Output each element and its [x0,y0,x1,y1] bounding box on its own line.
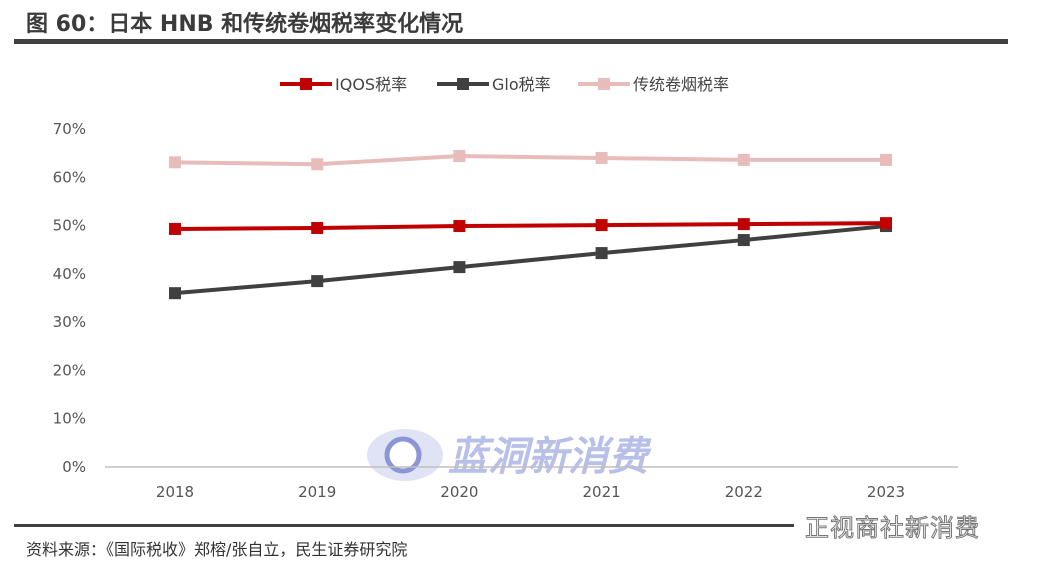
x-tick-label: 2018 [156,483,194,501]
series-line-1 [174,224,887,296]
legend-label: Glo税率 [492,75,551,94]
y-tick-label: 10% [53,410,86,428]
y-tick-label: 30% [53,313,86,331]
y-tick-label: 0% [62,458,86,476]
data-point [737,153,750,166]
data-point [311,275,324,288]
series-line-0 [174,221,887,231]
data-point [169,287,181,300]
data-point [169,156,181,169]
x-tick-label: 2020 [440,483,478,501]
source-note: 资料来源：《国际税收》郑榕/张自立，民生证券研究院 [26,540,408,559]
legend-label: IQOS税率 [335,75,407,94]
data-point [595,219,608,232]
center-watermark: 蓝洞新消费 [448,434,652,480]
data-point [737,218,750,231]
data-point [311,158,324,171]
data-point [737,234,750,247]
data-point [453,220,466,233]
data-point [880,153,892,166]
y-tick-label: 60% [53,168,86,186]
legend-marker-2 [598,78,610,90]
watermark-logo-eye-icon [384,436,422,474]
legend-marker-1 [457,78,469,90]
y-tick-label: 70% [53,120,86,138]
figure-title: 图 60：日本 HNB 和传统卷烟税率变化情况 [26,12,464,37]
data-point [880,217,892,230]
x-tick-label: 2022 [725,483,763,501]
x-tick-label: 2023 [867,483,905,501]
watermark: 正视商社新消费 [805,514,980,543]
series-line-2 [174,154,886,167]
data-point [595,151,608,164]
y-tick-label: 20% [53,361,86,379]
data-point [169,222,181,235]
x-tick-label: 2021 [583,483,621,501]
legend-marker-0 [300,78,312,90]
data-point [453,150,466,163]
title-rule [14,39,1008,44]
y-tick-label: 50% [53,217,86,235]
footer-rule [14,524,794,527]
data-point [595,247,608,260]
data-point [311,221,324,234]
x-tick-label: 2019 [298,483,336,501]
legend-label: 传统卷烟税率 [633,75,729,94]
y-tick-label: 40% [53,265,86,283]
data-point [453,261,466,274]
